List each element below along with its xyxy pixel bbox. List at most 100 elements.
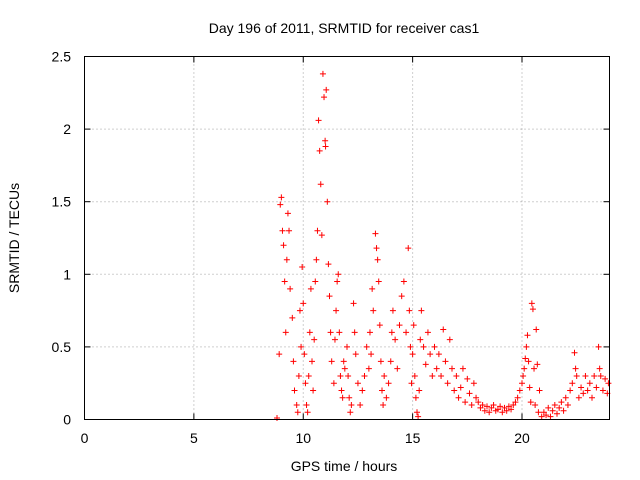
data-point — [415, 413, 422, 420]
data-point — [406, 307, 413, 314]
data-point — [440, 326, 447, 333]
data-point — [564, 401, 571, 408]
data-point — [326, 293, 333, 300]
data-point — [589, 394, 595, 401]
data-point — [348, 401, 355, 408]
data-point — [377, 358, 384, 365]
data-point — [416, 387, 423, 394]
data-point — [398, 293, 405, 300]
data-point — [304, 409, 311, 416]
data-point — [387, 358, 394, 365]
data-point — [388, 329, 395, 336]
data-point — [545, 404, 552, 411]
plot-frame — [84, 56, 610, 420]
data-point — [595, 343, 602, 350]
data-point — [591, 372, 598, 379]
data-point — [475, 399, 482, 406]
data-point — [369, 285, 376, 292]
data-point — [586, 380, 593, 387]
data-point — [383, 394, 390, 401]
data-point — [289, 314, 296, 321]
data-point — [351, 329, 358, 336]
data-point — [296, 307, 303, 314]
data-point — [299, 264, 306, 271]
data-point — [307, 285, 314, 292]
data-point — [396, 322, 403, 329]
data-point — [562, 394, 569, 401]
data-point — [279, 227, 286, 234]
data-point — [328, 358, 335, 365]
data-point — [331, 336, 338, 343]
data-point — [531, 365, 538, 372]
data-point — [457, 384, 464, 391]
data-point — [370, 307, 377, 314]
data-point — [321, 94, 328, 101]
data-point — [376, 322, 383, 329]
data-point — [538, 413, 545, 420]
data-point — [306, 329, 313, 336]
data-point — [414, 409, 420, 416]
data-points — [274, 70, 612, 422]
x-tick-label: 5 — [190, 430, 198, 446]
data-point — [605, 380, 612, 387]
data-point — [556, 404, 563, 411]
data-point — [284, 210, 291, 217]
data-point — [336, 329, 343, 336]
data-point — [438, 372, 445, 379]
data-point — [547, 413, 554, 420]
data-point — [322, 137, 329, 144]
data-point — [276, 351, 283, 358]
data-point — [429, 372, 436, 379]
data-point — [486, 409, 493, 416]
data-point — [528, 300, 535, 307]
data-point — [407, 343, 414, 350]
data-point — [346, 394, 353, 401]
data-point — [334, 278, 341, 285]
data-point — [567, 387, 574, 394]
data-point — [418, 307, 425, 314]
data-point — [470, 380, 477, 387]
x-tick-labels: 0 5 10 15 20 — [81, 430, 530, 446]
data-point — [298, 343, 305, 350]
data-point — [345, 372, 352, 379]
data-point — [534, 361, 541, 368]
data-point — [468, 401, 475, 408]
data-point — [287, 285, 294, 292]
data-point — [473, 394, 480, 401]
data-point — [497, 403, 504, 410]
y-tick-label: 1 — [63, 266, 71, 282]
chart-title: Day 196 of 2011, SRMTID for receiver cas… — [209, 20, 480, 36]
data-point — [582, 372, 589, 379]
data-point — [524, 332, 531, 339]
y-tick-label: 0.5 — [52, 339, 72, 355]
data-point — [580, 390, 587, 397]
data-point — [554, 410, 560, 417]
data-point — [453, 372, 460, 379]
data-point — [451, 387, 458, 394]
data-point — [293, 401, 300, 408]
data-point — [462, 399, 469, 406]
data-point — [350, 300, 357, 307]
data-point — [420, 343, 427, 350]
data-point — [322, 143, 329, 150]
x-tick-label: 20 — [514, 430, 530, 446]
data-point — [381, 372, 388, 379]
data-point — [444, 380, 451, 387]
data-point — [318, 232, 325, 239]
axis-ticks — [84, 56, 610, 420]
data-point — [405, 245, 412, 252]
data-point — [525, 358, 532, 365]
data-point — [324, 198, 331, 205]
data-point — [455, 394, 462, 401]
data-point — [599, 387, 606, 394]
y-tick-label: 2.5 — [52, 49, 72, 65]
data-point — [338, 387, 345, 394]
data-point — [481, 407, 488, 414]
data-point — [305, 372, 312, 379]
data-point — [290, 358, 297, 365]
data-point — [319, 70, 326, 77]
x-tick-label: 15 — [405, 430, 421, 446]
data-point — [516, 387, 523, 394]
data-point — [529, 306, 536, 313]
data-point — [282, 329, 289, 336]
